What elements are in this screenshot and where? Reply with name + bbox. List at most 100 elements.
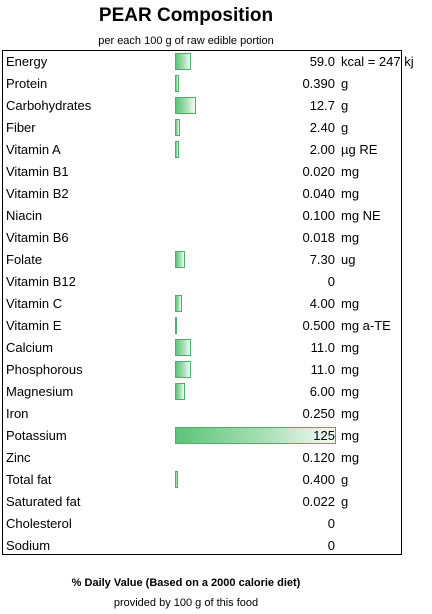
nutrient-label: Protein <box>6 76 48 91</box>
daily-value-bar <box>175 471 178 488</box>
nutrient-value: 0.018 <box>302 230 335 245</box>
daily-value-bar <box>175 361 191 378</box>
nutrient-row: Vitamin B12 0 <box>3 271 401 293</box>
nutrient-value: 0.250 <box>302 406 335 421</box>
nutrient-unit: mg NE <box>341 208 381 223</box>
nutrient-row: Vitamin B2 0.040 mg <box>3 183 401 205</box>
nutrient-value: 0.040 <box>302 186 335 201</box>
nutrient-unit: mg <box>341 186 360 201</box>
nutrient-value: 59.0 <box>309 54 335 69</box>
nutrient-label: Calcium <box>6 340 53 355</box>
chart-subtitle: per each 100 g of raw edible portion <box>98 35 274 47</box>
daily-value-bar <box>175 251 186 268</box>
nutrient-row: Cholesterol 0 <box>3 513 401 535</box>
nutrient-label: Folate <box>6 252 43 267</box>
nutrient-label: Vitamin B12 <box>6 274 76 289</box>
nutrient-unit: kcal = 247 kj <box>341 54 414 69</box>
nutrient-row: Magnesium 6.00 mg <box>3 381 401 403</box>
daily-value-bar <box>175 97 196 114</box>
nutrient-value: 0.390 <box>302 76 335 91</box>
daily-value-bar <box>175 427 337 444</box>
nutrient-value: 7.30 <box>309 252 335 267</box>
nutrient-label: Vitamin B6 <box>6 230 69 245</box>
nutrient-unit: mg <box>341 164 360 179</box>
nutrient-label: Vitamin E <box>6 318 62 333</box>
nutrient-value: 11.0 <box>310 362 335 377</box>
nutrient-row: Calcium 11.0 mg <box>3 337 401 359</box>
nutrient-unit: mg <box>341 340 360 355</box>
nutrient-unit: mg <box>341 230 360 245</box>
nutrient-unit: mg <box>341 296 360 311</box>
nutrient-value: 2.40 <box>309 120 335 135</box>
nutrient-label: Zinc <box>6 450 31 465</box>
nutrient-unit: g <box>341 120 349 135</box>
nutrient-row: Folate 7.30 ug <box>3 249 401 271</box>
nutrient-value: 0.100 <box>302 208 335 223</box>
nutrient-row: Fiber 2.40 g <box>3 117 401 139</box>
daily-value-bar <box>175 75 180 92</box>
nutrient-unit: mg <box>341 362 360 377</box>
daily-value-bar <box>175 317 177 334</box>
chart-title: PEAR Composition <box>98 5 274 26</box>
nutrient-label: Vitamin B1 <box>6 164 69 179</box>
nutrient-value: 12.7 <box>309 98 335 113</box>
nutrient-value: 0.400 <box>302 472 335 487</box>
nutrient-label: Fiber <box>6 120 36 135</box>
nutrient-value: 11.0 <box>310 340 335 355</box>
daily-value-bar <box>175 383 186 400</box>
nutrient-row: Sodium 0 <box>3 535 401 557</box>
nutrient-value: 0.022 <box>302 494 335 509</box>
nutrient-label: Niacin <box>6 208 43 223</box>
nutrient-unit: mg <box>341 384 360 399</box>
nutrient-label: Carbohydrates <box>6 98 92 113</box>
daily-value-bar <box>175 53 191 70</box>
nutrient-unit: g <box>341 472 349 487</box>
nutrient-unit: mg <box>341 428 360 443</box>
nutrient-value: 4.00 <box>309 296 335 311</box>
nutrient-value: 6.00 <box>309 384 335 399</box>
nutrient-row: Vitamin C 4.00 mg <box>3 293 401 315</box>
nutrient-unit: g <box>341 76 349 91</box>
nutrient-row: Energy 59.0 kcal = 247 kj <box>3 51 414 73</box>
daily-value-bar <box>175 295 182 312</box>
nutrient-label: Phosphorous <box>6 362 83 377</box>
footer-title: % Daily Value (Based on a 2000 calorie d… <box>71 577 301 589</box>
nutrient-label: Total fat <box>6 472 52 487</box>
nutrient-row: Carbohydrates 12.7 g <box>3 95 401 117</box>
nutrient-unit: ug <box>341 252 356 267</box>
nutrient-label: Potassium <box>6 428 67 443</box>
daily-value-bar <box>175 119 181 136</box>
nutrient-row: Vitamin A 2.00 µg RE <box>3 139 401 161</box>
nutrient-row: Total fat 0.400 g <box>3 469 401 491</box>
nutrient-value: 0 <box>327 516 335 531</box>
nutrient-unit: mg <box>341 450 360 465</box>
nutrient-unit: mg a-TE <box>341 318 391 333</box>
nutrient-unit: g <box>341 494 349 509</box>
nutrient-row: Protein 0.390 g <box>3 73 401 95</box>
nutrient-label: Saturated fat <box>6 494 81 509</box>
nutrient-value: 2.00 <box>309 142 335 157</box>
nutrient-value: 0 <box>327 538 335 553</box>
nutrient-unit: µg RE <box>341 142 378 157</box>
nutrient-value: 0 <box>327 274 335 289</box>
nutrient-value: 0.500 <box>302 318 335 333</box>
nutrient-row: Vitamin B6 0.018 mg <box>3 227 401 249</box>
nutrient-label: Cholesterol <box>6 516 72 531</box>
nutrient-label: Vitamin A <box>6 142 61 157</box>
nutrient-label: Vitamin C <box>6 296 63 311</box>
nutrient-row: Niacin 0.100 mg NE <box>3 205 401 227</box>
nutrient-label: Sodium <box>6 538 51 553</box>
nutrient-row: Vitamin E 0.500 mg a-TE <box>3 315 401 337</box>
daily-value-bar <box>175 339 191 356</box>
nutrient-value: 0.120 <box>302 450 335 465</box>
nutrient-label: Iron <box>6 406 29 421</box>
nutrient-row: Zinc 0.120 mg <box>3 447 401 469</box>
nutrient-table: Energy 59.0 kcal = 247 kj Protein 0.390 g Carb… <box>2 50 414 557</box>
nutrient-label: Vitamin B2 <box>6 186 69 201</box>
nutrient-unit: g <box>341 98 349 113</box>
nutrient-row: Iron 0.250 mg <box>3 403 401 425</box>
nutrient-unit: mg <box>341 406 360 421</box>
nutrient-row: Saturated fat 0.022 g <box>3 491 401 513</box>
daily-value-bar <box>175 141 180 158</box>
nutrient-row: Phosphorous 11.0 mg <box>3 359 401 381</box>
